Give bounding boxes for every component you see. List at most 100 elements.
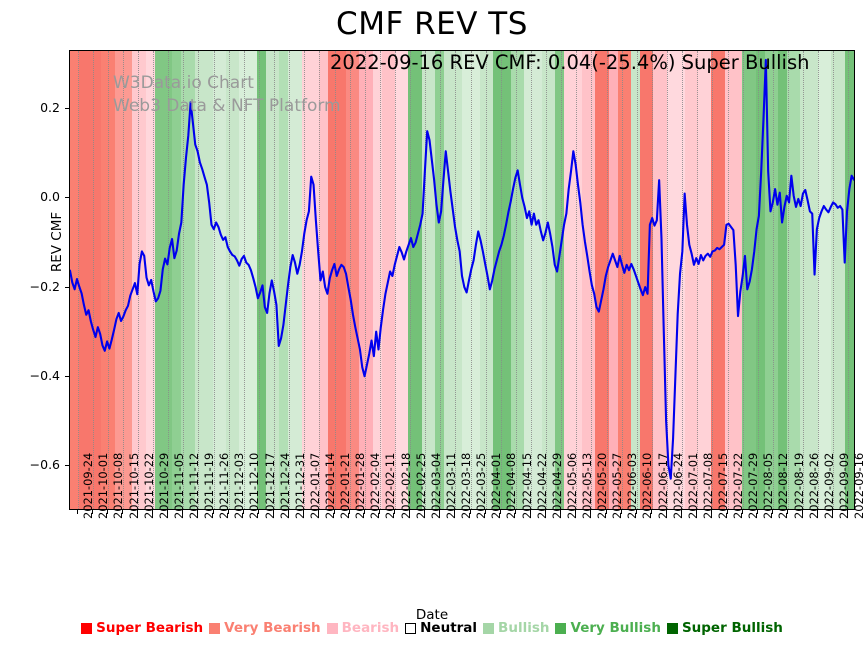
x-axis-label: Date [415,607,449,623]
x-tick-mark [560,510,562,514]
gridline [410,51,412,509]
x-tick-mark [409,510,411,514]
x-tick-mark [847,510,849,514]
x-tick-mark [378,510,380,514]
x-tick-label: 2021-10-08 [111,452,126,519]
legend-label: Bearish [341,620,400,636]
regime-legend: Super Bearish Very Bearish Bearish Neutral B… [0,620,864,636]
legend-item[interactable]: Bullish [483,620,549,636]
gridline [561,51,563,509]
y-tick-mark [65,465,69,467]
legend-swatch-icon [666,622,678,634]
x-tick-label: 2022-04-22 [534,452,549,519]
regime-band [279,51,289,509]
x-tick-label: 2021-10-01 [96,452,111,519]
legend-swatch-icon [405,622,417,634]
gridline [621,51,623,509]
x-tick-mark [121,510,123,514]
x-tick-mark [212,510,214,514]
y-tick-label: −0.2 [29,278,60,294]
regime-band [666,51,685,509]
regime-band [555,51,565,509]
x-tick-mark [635,510,637,514]
x-tick-label: 2022-07-15 [716,452,730,519]
gridline [304,51,306,509]
legend-item[interactable]: Neutral [405,620,477,636]
x-tick-mark [454,510,456,514]
legend-item[interactable]: Very Bearish [209,620,321,636]
regime-band [212,51,226,509]
x-tick-mark [832,510,834,514]
legend-label: Super Bullish [681,620,783,636]
gridline [500,51,502,509]
legend-swatch-icon [483,622,495,634]
legend-item[interactable]: Bearish [326,620,400,636]
legend-item[interactable]: Super Bullish [666,620,783,636]
gridline [515,51,517,509]
regime-band [154,51,173,509]
x-tick-label: 2021-11-19 [202,452,217,519]
gridline [546,51,548,509]
legend-label: Super Bearish [96,620,204,636]
legend-label: Neutral [420,620,478,636]
gridline [364,51,366,509]
x-tick-mark [786,510,788,514]
cmf-line-series [70,58,854,480]
gridline [440,51,442,509]
gridline [682,51,684,509]
x-tick-label: 2022-06-24 [670,452,685,519]
x-tick-mark [741,510,743,514]
y-tick-label: 0.2 [40,100,60,116]
gridline [107,51,109,509]
x-tick-label: 2022-02-11 [383,452,398,519]
gridline [470,51,472,509]
legend-label: Very Bearish [224,620,321,636]
x-tick-label: 2022-04-29 [549,452,564,519]
gridline [712,51,714,509]
x-tick-label: 2022-05-06 [564,452,579,519]
y-tick-mark [65,197,69,199]
x-tick-mark [242,510,244,514]
gridline [455,51,457,509]
x-tick-label: 2022-07-01 [685,452,700,519]
x-tick-label: 2021-12-17 [262,452,277,519]
x-tick-label: 2021-12-10 [247,452,262,519]
regime-band [288,51,302,509]
x-tick-mark [575,510,577,514]
x-tick-mark [424,510,426,514]
gridline [349,51,351,509]
x-tick-label: 2022-03-04 [428,452,443,519]
gridline [274,51,276,509]
x-tick-label: 2021-11-05 [171,452,186,519]
x-tick-label: 2021-11-26 [217,452,232,519]
x-tick-mark [182,510,184,514]
x-tick-label: 2022-04-01 [489,452,504,519]
x-tick-label: 2022-08-12 [776,452,791,519]
regime-band [724,51,743,509]
x-tick-label: 2021-09-24 [81,452,96,519]
gridline [183,51,185,509]
legend-swatch-icon [326,622,338,634]
legend-item[interactable]: Very Bullish [555,620,661,636]
regime-band [778,51,787,509]
gridline [228,51,230,509]
x-tick-mark [76,510,78,514]
legend-item[interactable]: Super Bearish [81,620,203,636]
gridline [772,51,774,509]
gridline [198,51,200,509]
regime-band [786,51,801,509]
x-tick-mark [499,510,501,514]
x-tick-mark [333,510,335,514]
x-tick-mark [197,510,199,514]
x-tick-mark [469,510,471,514]
regime-band [595,51,609,509]
x-tick-label: 2022-08-05 [761,452,776,519]
regime-band [524,51,543,509]
gridline [122,51,124,509]
regime-band [172,51,182,509]
x-tick-label: 2022-06-03 [625,452,640,519]
x-tick-mark [439,510,441,514]
x-tick-mark [802,510,804,514]
gridline [787,51,789,509]
gridline [833,51,835,509]
